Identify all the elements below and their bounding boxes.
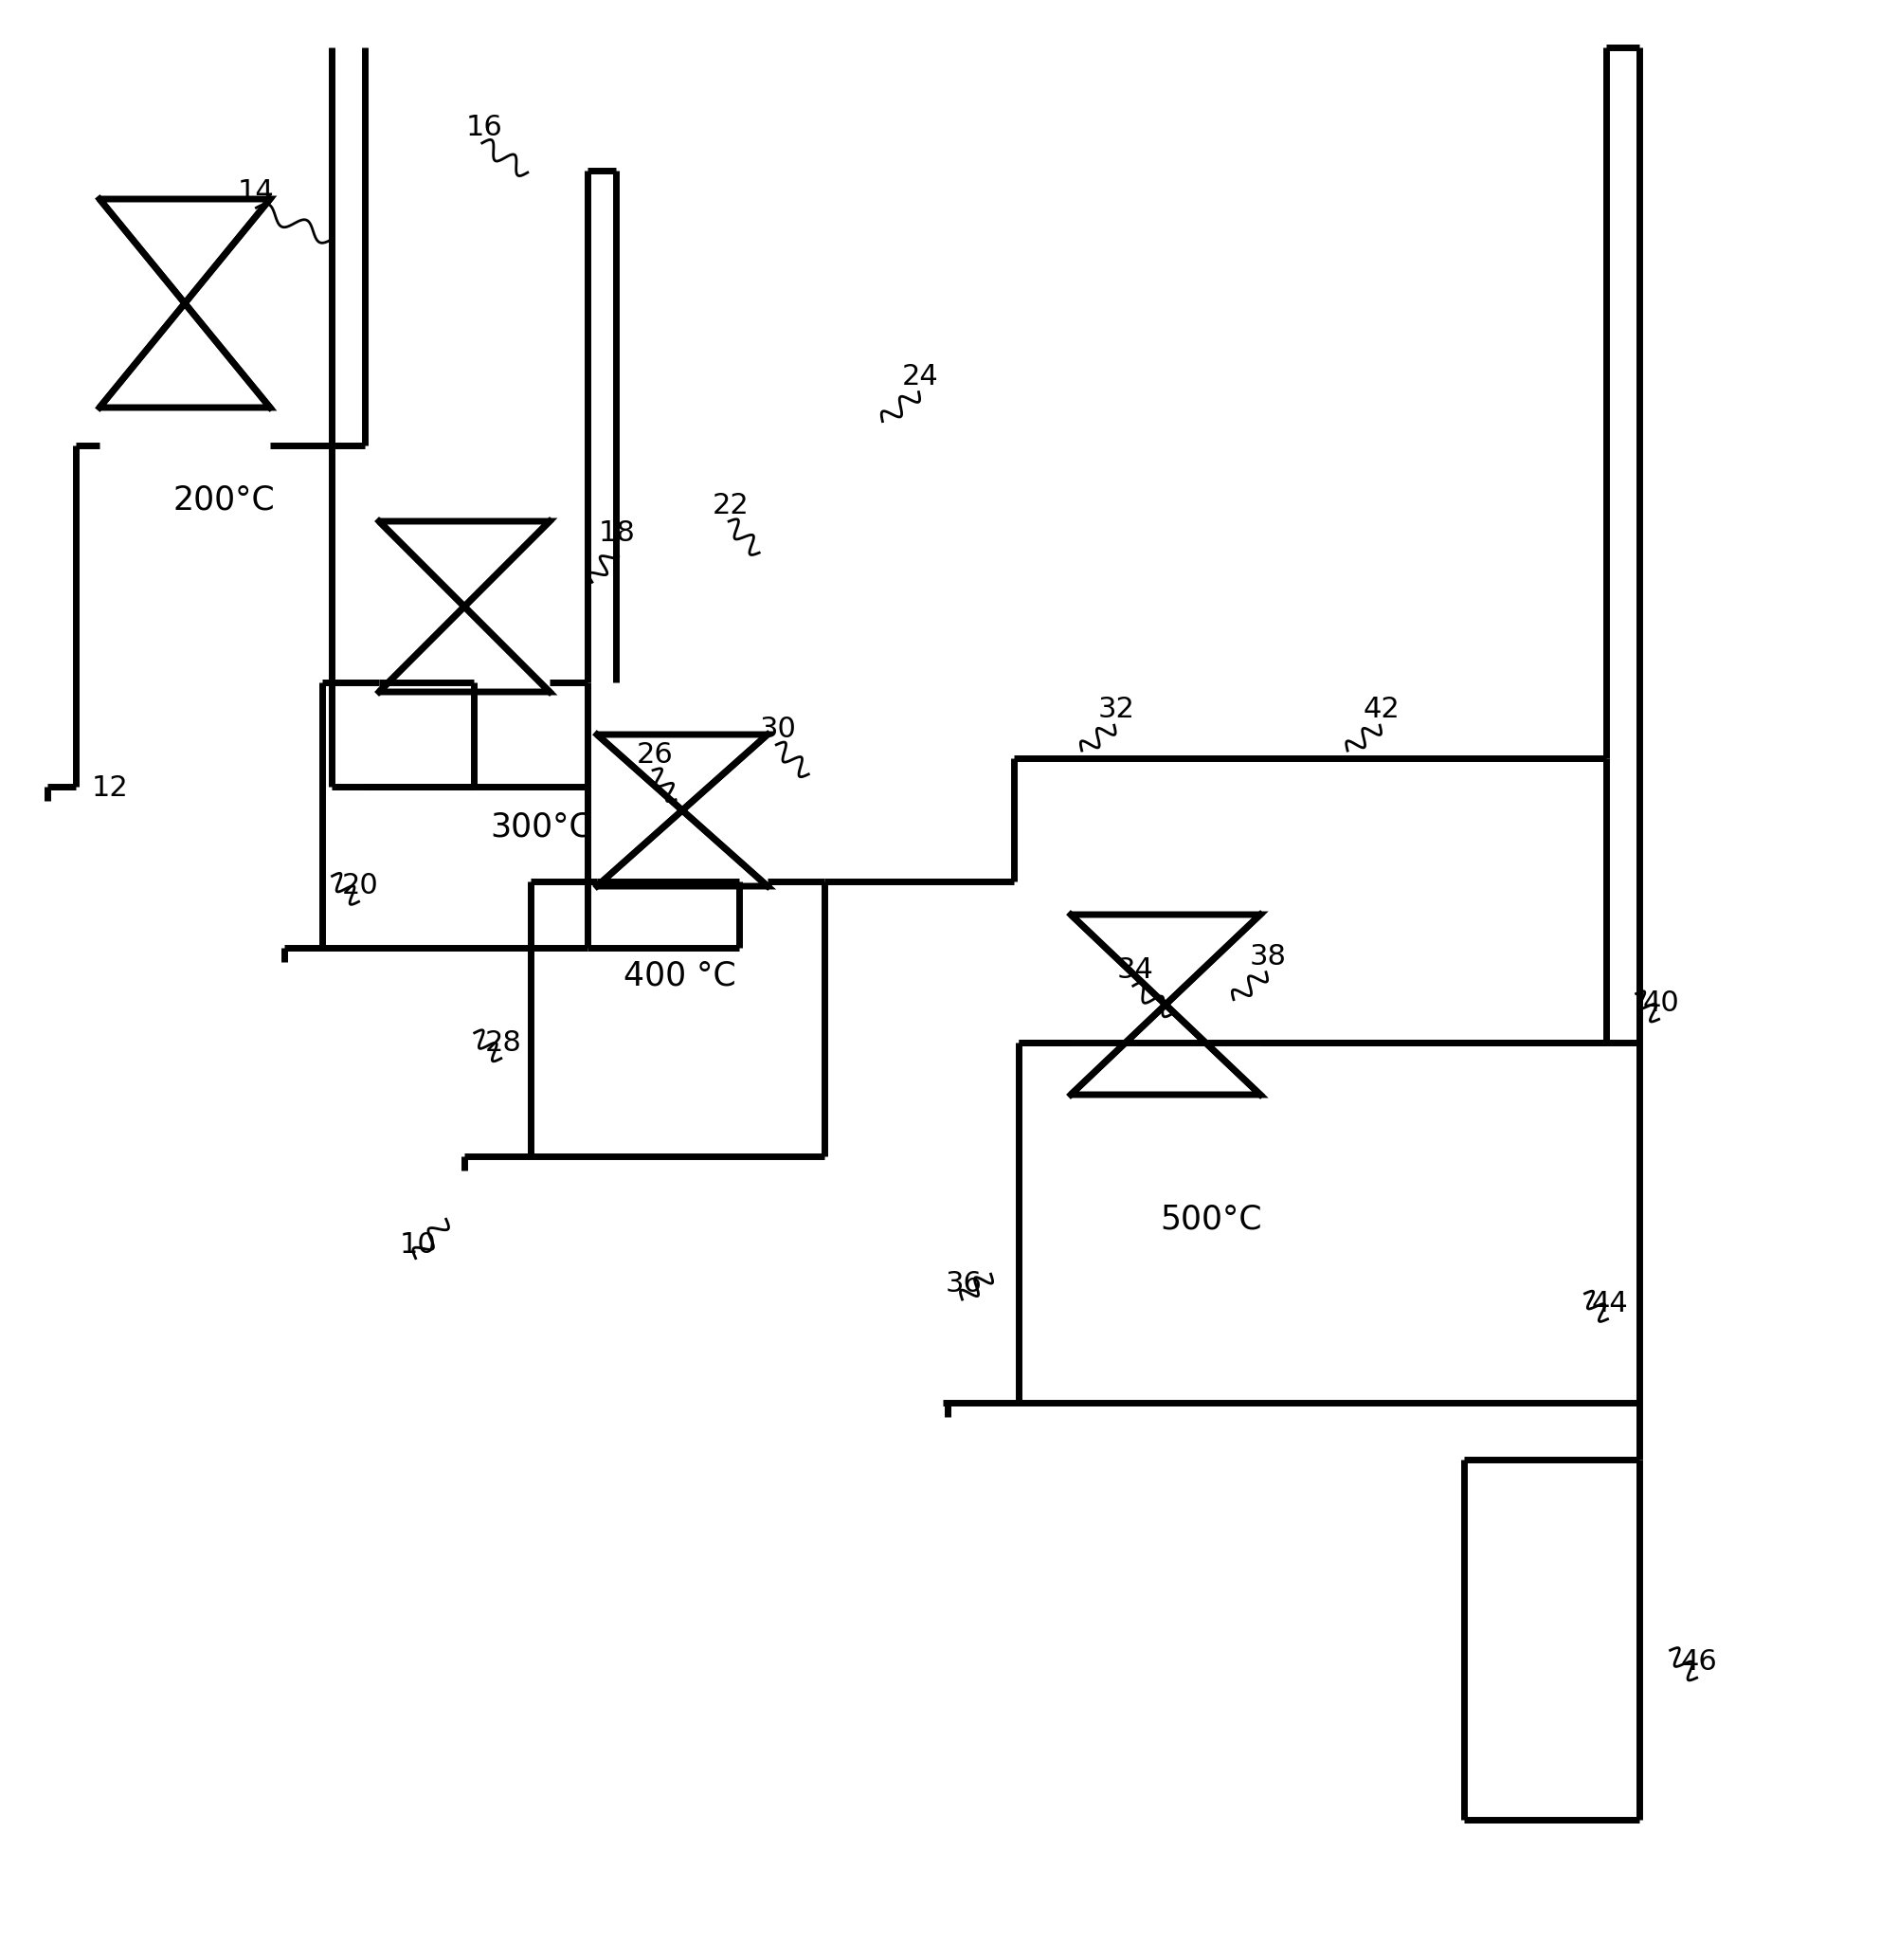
Text: 20: 20 bbox=[342, 872, 380, 900]
Text: 18: 18 bbox=[598, 519, 636, 547]
Text: 30: 30 bbox=[759, 715, 797, 743]
Text: 40: 40 bbox=[1642, 990, 1680, 1017]
Text: 200°C: 200°C bbox=[173, 484, 275, 515]
Text: 24: 24 bbox=[902, 363, 940, 390]
Text: 400 °C: 400 °C bbox=[623, 960, 736, 992]
Text: 16: 16 bbox=[465, 114, 503, 141]
Text: 10: 10 bbox=[399, 1231, 437, 1258]
Text: 32: 32 bbox=[1097, 696, 1135, 723]
Text: 46: 46 bbox=[1680, 1648, 1718, 1676]
Text: 26: 26 bbox=[636, 741, 674, 768]
Text: 42: 42 bbox=[1363, 696, 1401, 723]
Text: 36: 36 bbox=[945, 1270, 983, 1298]
Text: 14: 14 bbox=[237, 178, 275, 206]
Text: 28: 28 bbox=[484, 1029, 522, 1056]
Text: 44: 44 bbox=[1591, 1290, 1628, 1317]
Text: 22: 22 bbox=[712, 492, 750, 519]
Text: 500°C: 500°C bbox=[1160, 1203, 1262, 1235]
Text: 38: 38 bbox=[1249, 943, 1287, 970]
Text: 12: 12 bbox=[91, 774, 129, 802]
Text: 300°C: 300°C bbox=[490, 811, 592, 843]
Text: 34: 34 bbox=[1116, 956, 1154, 984]
